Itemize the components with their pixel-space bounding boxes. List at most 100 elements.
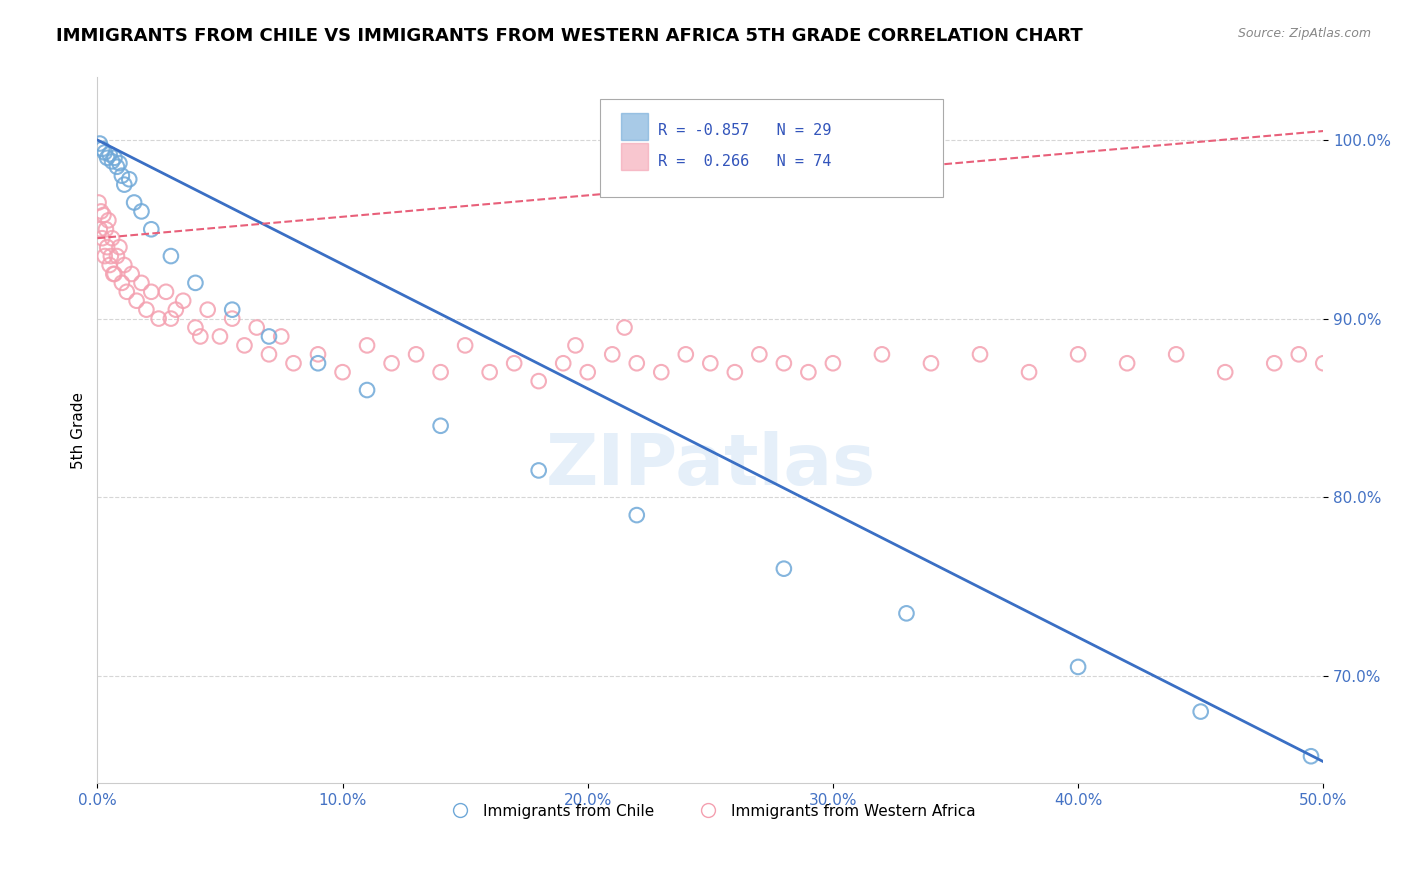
- Point: [221, 311, 243, 326]
- Point: [98, 147, 121, 161]
- Point: [184, 320, 207, 334]
- Point: [1189, 705, 1212, 719]
- Point: [93, 145, 115, 160]
- Point: [1263, 356, 1285, 370]
- Point: [969, 347, 991, 361]
- Point: [478, 365, 501, 379]
- Point: [118, 172, 141, 186]
- Point: [155, 285, 177, 299]
- Point: [105, 249, 128, 263]
- Point: [93, 208, 115, 222]
- Point: [197, 302, 219, 317]
- Point: [141, 222, 163, 236]
- Point: [115, 285, 138, 299]
- Point: [96, 240, 118, 254]
- Point: [773, 562, 796, 576]
- Point: [1166, 347, 1188, 361]
- Point: [97, 213, 120, 227]
- Point: [699, 356, 721, 370]
- Point: [527, 374, 550, 388]
- Point: [307, 347, 329, 361]
- Point: [91, 231, 114, 245]
- Point: [1116, 356, 1139, 370]
- Point: [188, 329, 211, 343]
- Point: [773, 356, 796, 370]
- Point: [600, 347, 623, 361]
- Point: [208, 329, 231, 343]
- Point: [141, 285, 163, 299]
- Point: [1288, 347, 1310, 361]
- Point: [89, 222, 111, 236]
- Point: [103, 267, 125, 281]
- Point: [896, 607, 918, 621]
- Point: [90, 204, 112, 219]
- Text: ZIPatlas: ZIPatlas: [546, 431, 876, 500]
- Point: [94, 222, 117, 236]
- Point: [233, 338, 256, 352]
- Point: [108, 240, 131, 254]
- Point: [101, 231, 124, 245]
- Point: [270, 329, 292, 343]
- Point: [553, 356, 575, 370]
- FancyBboxPatch shape: [600, 99, 943, 197]
- Point: [356, 383, 378, 397]
- Point: [111, 276, 134, 290]
- Point: [257, 329, 280, 343]
- Point: [135, 302, 157, 317]
- Point: [103, 151, 125, 165]
- Point: [112, 258, 135, 272]
- Bar: [621, 143, 648, 169]
- Point: [381, 356, 404, 370]
- Point: [121, 267, 143, 281]
- Point: [246, 320, 269, 334]
- Point: [160, 311, 183, 326]
- Point: [105, 160, 128, 174]
- Point: [172, 293, 194, 308]
- Point: [821, 356, 844, 370]
- Point: [675, 347, 697, 361]
- Point: [405, 347, 427, 361]
- Point: [1067, 660, 1090, 674]
- Point: [429, 418, 451, 433]
- Point: [650, 365, 672, 379]
- Text: IMMIGRANTS FROM CHILE VS IMMIGRANTS FROM WESTERN AFRICA 5TH GRADE CORRELATION CH: IMMIGRANTS FROM CHILE VS IMMIGRANTS FROM…: [56, 27, 1083, 45]
- Point: [307, 356, 329, 370]
- Point: [221, 302, 243, 317]
- Point: [748, 347, 770, 361]
- Point: [454, 338, 477, 352]
- Point: [1067, 347, 1090, 361]
- Point: [920, 356, 942, 370]
- Point: [160, 249, 183, 263]
- Point: [724, 365, 747, 379]
- Point: [626, 356, 648, 370]
- Point: [870, 347, 893, 361]
- Point: [108, 156, 131, 170]
- Point: [613, 320, 636, 334]
- Point: [93, 249, 115, 263]
- Point: [576, 365, 599, 379]
- Point: [1213, 365, 1236, 379]
- Point: [626, 508, 648, 522]
- Point: [101, 154, 124, 169]
- Point: [131, 276, 153, 290]
- Point: [503, 356, 526, 370]
- Y-axis label: 5th Grade: 5th Grade: [72, 392, 86, 468]
- Point: [564, 338, 586, 352]
- Point: [283, 356, 305, 370]
- Point: [1299, 749, 1322, 764]
- Point: [103, 267, 125, 281]
- Point: [148, 311, 170, 326]
- Point: [100, 249, 122, 263]
- Point: [356, 338, 378, 352]
- Point: [429, 365, 451, 379]
- Point: [184, 276, 207, 290]
- Text: R =  0.266   N = 74: R = 0.266 N = 74: [658, 153, 831, 169]
- Point: [527, 463, 550, 477]
- Point: [165, 302, 187, 317]
- Point: [125, 293, 148, 308]
- Point: [98, 258, 121, 272]
- Text: Source: ZipAtlas.com: Source: ZipAtlas.com: [1237, 27, 1371, 40]
- Text: R = -0.857   N = 29: R = -0.857 N = 29: [658, 123, 831, 138]
- Point: [112, 178, 135, 192]
- Point: [131, 204, 153, 219]
